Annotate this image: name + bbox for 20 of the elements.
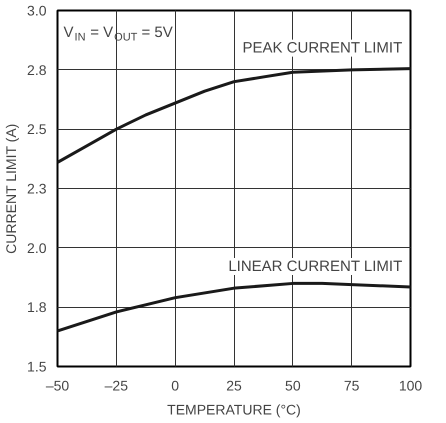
y-tick-label: 2.5 [27, 121, 47, 138]
y-tick-label: 1.5 [27, 358, 47, 374]
series-label: PEAK CURRENT LIMIT [242, 40, 402, 57]
x-tick-label: –50 [46, 378, 70, 394]
y-tick-label: 2.0 [27, 240, 47, 256]
y-axis-title: CURRENT LIMIT (A) [3, 124, 20, 254]
x-axis-title: TEMPERATURE (°C) [167, 402, 301, 418]
x-tick-label: 100 [398, 378, 422, 394]
y-tick-label: 3.0 [27, 2, 47, 18]
line-series [58, 67, 410, 164]
x-tick-label: 75 [344, 378, 360, 394]
x-tick-label: –25 [104, 378, 128, 394]
series-label: LINEAR CURRENT LIMIT [228, 258, 402, 275]
x-tick-label: 50 [285, 378, 301, 394]
x-tick-label: 0 [171, 378, 180, 394]
y-tick-label: 2.3 [27, 180, 47, 196]
y-tick-label: 1.8 [27, 299, 47, 316]
y-tick-label: 2.8 [27, 62, 47, 78]
line-series [58, 282, 410, 332]
x-tick-label: 25 [226, 378, 242, 394]
